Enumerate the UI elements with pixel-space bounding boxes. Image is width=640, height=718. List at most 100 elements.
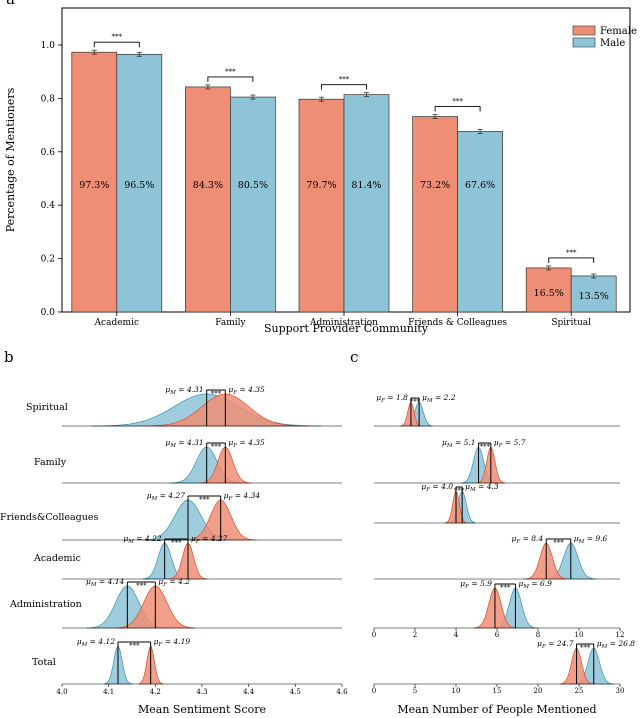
panel-a-ylabel: Percentage of Mentioners	[4, 87, 17, 232]
mean-label-right: μM = 26.8	[597, 639, 635, 650]
ridge-row: *** μM = 4.31 μF = 4.35 Family	[34, 438, 342, 484]
ridge-female	[138, 645, 164, 685]
mean-label-right: μF = 4.2	[158, 577, 190, 588]
bar-label-male: 67.6%	[465, 180, 495, 191]
mean-label-right: μF = 4.27	[191, 534, 228, 545]
bar-label-male: 96.5%	[124, 180, 154, 191]
ridge-row: *** μF = 24.7 μM = 26.8	[374, 639, 635, 685]
row-label: Friends&Colleagues	[0, 512, 98, 523]
significance-marker: ***	[410, 398, 421, 406]
panel-letter-c: c	[350, 348, 358, 366]
bar-label-female: 97.3%	[79, 180, 109, 191]
panel-a-legend: Female Male	[572, 25, 637, 49]
y-tick-label: 0.4	[41, 201, 56, 211]
bar-label-female: 16.5%	[534, 288, 564, 299]
panel-c-x-ticks: 0 2 4 6 8 10 12 0 5 10 15 20 25 30	[372, 628, 625, 695]
significance-bracket	[93, 41, 140, 48]
x-tick-label: 4.4	[243, 688, 255, 696]
x-tick-label: 4.6	[336, 688, 348, 696]
bar-label-male: 80.5%	[238, 180, 268, 191]
x-tick-label: Administration	[309, 318, 378, 328]
ridge-row: ***μM = 5.1 μF = 5.7	[374, 438, 620, 484]
x-tick-label: 12	[616, 631, 625, 639]
significance-marker: ***	[566, 249, 577, 257]
bar-female	[525, 267, 572, 313]
x-tick-label: 4.1	[103, 688, 114, 696]
significance-marker: ***	[580, 644, 591, 652]
bar-label-female: 84.3%	[193, 180, 223, 191]
significance-marker: ***	[211, 443, 222, 451]
ridge-row: *** μF = 5.9 μM = 6.9	[374, 579, 620, 629]
panel-c-rows: ***μF = 1.8 μM = 2.2***μM = 5.1 μF = 5.7**…	[374, 393, 635, 685]
mean-label-right: μM = 6.9	[518, 579, 552, 590]
mean-label-left: μM = 5.1	[442, 438, 476, 449]
panel-a-bar-chart: 0.0 0.2 0.4 0.6 0.8 1.0 97.3% 96.5% *** 84.3% 80.…	[4, 7, 637, 335]
row-label: Spiritual	[26, 402, 68, 413]
mean-label-right: μM = 2.2	[422, 393, 456, 404]
y-tick-label: 0.6	[41, 148, 56, 158]
significance-marker: ***	[553, 539, 564, 547]
bar-female	[298, 98, 345, 313]
x-tick-label: 8	[536, 631, 540, 639]
panel-b-xlabel: Mean Sentiment Score	[138, 703, 266, 716]
x-tick-label: 5	[413, 687, 417, 695]
x-tick-label: 4.0	[56, 688, 67, 696]
panel-a-bars: 97.3% 96.5% *** 84.3% 80.5% *** 79.7% 81.4% *** 7…	[71, 33, 617, 313]
mean-label-right: μF = 4.35	[228, 438, 265, 449]
x-tick-label: 20	[534, 687, 543, 695]
x-tick-label: 4.3	[196, 688, 207, 696]
row-label: Total	[32, 657, 56, 668]
row-label: Administration	[9, 599, 82, 610]
panel-a-y-ticks: 0.0 0.2 0.4 0.6 0.8 1.0	[41, 41, 62, 318]
x-tick-label: 25	[575, 687, 584, 695]
panel-letter-a: a	[6, 0, 15, 8]
panel-a-x-ticks: Academic Family Administration Friends & Co…	[94, 312, 591, 328]
legend-swatch-female	[572, 25, 596, 36]
significance-marker: ***	[136, 582, 147, 590]
panel-b-rows: *** μM = 4.31 μF = 4.35 Spiritual *** μM = 4.…	[0, 385, 342, 685]
y-tick-label: 0.2	[41, 255, 55, 265]
significance-marker: ***	[225, 68, 236, 76]
y-tick-label: 1.0	[41, 41, 56, 51]
significance-marker: ***	[452, 98, 463, 106]
significance-bracket	[548, 257, 595, 263]
panel-a-xlabel: Support Provider Community	[264, 322, 429, 335]
x-tick-label: 6	[495, 631, 500, 639]
mean-label-left: μM = 4.12	[77, 637, 115, 648]
mean-label-left: μM = 4.14	[86, 577, 124, 588]
significance-marker: ***	[129, 642, 140, 650]
bar-male	[343, 94, 390, 313]
bar-label-male: 81.4%	[351, 180, 381, 191]
significance-marker: ***	[112, 33, 123, 41]
mean-label-right: μF = 5.7	[494, 438, 526, 449]
x-tick-label: 30	[616, 687, 625, 695]
mean-label-left: μM = 4.31	[165, 385, 203, 396]
mean-label-left: μF = 4.0	[421, 482, 453, 493]
x-tick-label: 15	[493, 687, 502, 695]
significance-bracket	[321, 84, 367, 90]
mean-label-left: μF = 24.7	[537, 639, 574, 650]
y-tick-label: 0.8	[41, 94, 56, 104]
panel-b-ridgeline: *** μM = 4.31 μF = 4.35 Spiritual *** μM = 4.…	[0, 385, 348, 716]
significance-marker: ***	[500, 584, 511, 592]
y-tick-label: 0.0	[41, 308, 56, 318]
x-tick-label: 10	[452, 687, 461, 695]
ridge-row: ***μF = 4.0 μM = 4.3	[374, 482, 620, 524]
panel-c-ridgeline: ***μF = 1.8 μM = 2.2***μM = 5.1 μF = 5.7**…	[372, 393, 635, 716]
x-tick-label: 10	[575, 631, 584, 639]
bar-male	[570, 275, 617, 313]
mean-label-right: μF = 4.34	[224, 491, 261, 502]
bar-male	[116, 53, 163, 313]
significance-bracket	[207, 76, 254, 82]
bar-label-male: 13.5%	[579, 291, 609, 302]
bar-label-female: 79.7%	[306, 180, 336, 191]
row-label: Academic	[33, 553, 81, 564]
x-tick-label: 4.5	[290, 688, 301, 696]
significance-marker: ***	[479, 443, 490, 451]
x-tick-label: 4	[454, 631, 459, 639]
bar-label-female: 73.2%	[420, 180, 450, 191]
legend-label-male: Male	[600, 38, 625, 49]
significance-marker: ***	[211, 390, 222, 398]
ridge-row: ***μF = 1.8 μM = 2.2	[374, 393, 620, 427]
